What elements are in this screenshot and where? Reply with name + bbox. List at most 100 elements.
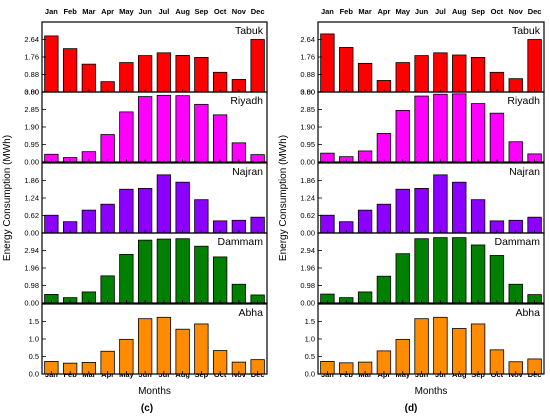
x-axis-title: Months xyxy=(138,386,171,397)
month-label-top: Sep xyxy=(194,7,208,16)
y-tick-label: 0.5 xyxy=(29,352,39,361)
bar-tabuk-jul xyxy=(156,52,172,93)
panel-frame xyxy=(41,91,268,163)
bar-tabuk-jun xyxy=(137,55,153,93)
bar-tabuk-dec xyxy=(250,39,265,93)
city-label-background xyxy=(504,23,543,38)
city-label-background xyxy=(220,164,266,179)
bar-dammam-jul xyxy=(433,237,448,304)
month-label-top: Feb xyxy=(340,7,354,16)
month-label-top: Feb xyxy=(63,7,77,16)
month-label-top: Jul xyxy=(435,7,446,16)
month-label-top: Nov xyxy=(509,7,524,16)
y-tick-label: 2.85 xyxy=(24,105,39,114)
y-tick-label: 0.00 xyxy=(24,88,39,97)
bar-dammam-aug xyxy=(175,238,190,304)
panel-najran: 0.00 0.62 1.24 1.86 Najran xyxy=(300,162,545,238)
y-tick-label: 1.24 xyxy=(24,194,39,203)
y-tick-label: 0.00 xyxy=(300,299,315,308)
bar-najran-mar xyxy=(357,209,373,234)
bar-dammam-jul xyxy=(156,238,172,304)
bar-tabuk-jul xyxy=(433,52,448,93)
bar-tabuk-feb xyxy=(339,47,354,93)
bar-abha-jun xyxy=(137,318,153,375)
bar-tabuk-mar xyxy=(357,62,373,93)
bar-riyadh-nov xyxy=(508,141,523,163)
bar-tabuk-jan xyxy=(44,35,59,93)
city-label: Abha xyxy=(515,307,540,319)
y-tick-label: 0.00 xyxy=(24,299,39,308)
bar-dammam-apr xyxy=(376,275,392,304)
panel-abha: 0.0 0.5 1.0 1.5 Abha xyxy=(29,303,268,379)
bar-abha-oct xyxy=(489,349,505,375)
bar-najran-apr xyxy=(100,203,115,234)
panel-frame xyxy=(41,232,268,304)
chart-d: JanJanFebFebMarMarAprAprMayMayJunJunJulJ… xyxy=(278,7,545,414)
month-label-top: Jul xyxy=(158,7,169,16)
bar-najran-jul xyxy=(156,174,172,234)
month-label-top: Aug xyxy=(175,7,190,16)
y-tick-label: 0.00 xyxy=(300,158,315,167)
y-tick-label: 1.24 xyxy=(300,194,315,203)
y-tick-label: 2.94 xyxy=(24,246,39,255)
y-tick-label: 0.0 xyxy=(29,370,39,379)
panel-riyadh: 0.00 0.95 1.90 2.85 3.80 Riyadh xyxy=(24,88,268,167)
bar-dammam-sep xyxy=(470,244,486,304)
bar-riyadh-aug xyxy=(452,93,467,163)
month-label-top: Aug xyxy=(452,7,467,16)
city-label-background xyxy=(510,305,543,320)
bar-tabuk-dec xyxy=(527,39,542,93)
month-label-top: May xyxy=(395,7,410,16)
bar-tabuk-sep xyxy=(194,56,209,93)
bar-riyadh-jul xyxy=(433,93,448,163)
bar-tabuk-aug xyxy=(452,54,467,93)
bar-abha-apr xyxy=(100,350,115,375)
panel-abha: 0.0 0.5 1.0 1.5 Abha xyxy=(305,303,545,379)
city-label: Riyadh xyxy=(507,95,540,107)
chart-c: JanJanFebFebMarMarAprAprMayMayJunJunJulJ… xyxy=(2,7,268,414)
bar-abha-oct xyxy=(212,350,228,375)
y-tick-label: 0.62 xyxy=(24,211,39,220)
bar-najran-jun xyxy=(414,188,429,234)
bar-riyadh-jun xyxy=(137,96,153,163)
bar-dammam-may xyxy=(119,254,134,304)
bar-dammam-oct xyxy=(489,255,505,304)
y-tick-label: 1.96 xyxy=(300,264,315,273)
bar-abha-jul xyxy=(433,316,448,375)
y-axis-title: Energy Consumption (MWh) xyxy=(2,135,13,261)
panel-najran: 0.00 0.62 1.24 1.86 Najran xyxy=(24,162,268,238)
bar-najran-aug xyxy=(452,181,467,234)
month-label-top: Dec xyxy=(251,7,265,16)
y-tick-label: 1.5 xyxy=(305,317,315,326)
panel-frame xyxy=(317,91,545,163)
bar-najran-mar xyxy=(81,209,97,234)
bar-najran-jun xyxy=(137,188,153,234)
subfigure-caption: (d) xyxy=(405,403,418,414)
city-label: Dammam xyxy=(217,236,263,248)
bar-dammam-sep xyxy=(194,245,209,304)
y-tick-label: 0.88 xyxy=(300,70,315,79)
bar-najran-sep xyxy=(194,199,209,234)
month-label-top: Dec xyxy=(528,7,542,16)
y-tick-label: 2.64 xyxy=(24,35,39,44)
bar-najran-apr xyxy=(376,203,392,234)
bar-riyadh-oct xyxy=(489,112,505,163)
y-tick-label: 1.5 xyxy=(29,317,39,326)
city-label-background xyxy=(220,234,266,249)
y-tick-label: 0.00 xyxy=(24,229,39,238)
month-label-top: Oct xyxy=(491,7,504,16)
y-tick-label: 1.76 xyxy=(24,53,39,62)
month-label-top: Oct xyxy=(214,7,227,16)
y-tick-label: 2.94 xyxy=(300,246,315,255)
bar-dammam-jun xyxy=(414,238,429,304)
bar-riyadh-oct xyxy=(212,114,228,163)
bar-riyadh-may xyxy=(119,111,134,163)
panel-riyadh: 0.00 0.95 1.90 2.85 3.80 Riyadh xyxy=(300,88,545,167)
y-tick-label: 1.0 xyxy=(29,335,39,344)
y-tick-label: 0.00 xyxy=(24,158,39,167)
city-label: Tabuk xyxy=(512,25,541,37)
bar-tabuk-mar xyxy=(81,63,97,93)
month-label-top: Nov xyxy=(232,7,247,16)
bar-riyadh-aug xyxy=(175,95,190,163)
